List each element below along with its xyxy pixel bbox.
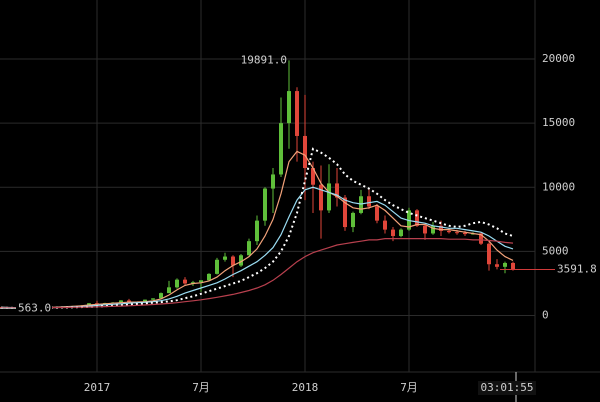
marks	[0, 60, 555, 402]
y-tick-label: 20000	[542, 52, 575, 65]
candle-body	[375, 206, 379, 221]
x-tick-label: 2018	[292, 381, 319, 394]
candle-body	[431, 225, 435, 234]
candle-body	[215, 259, 219, 274]
candle-body	[151, 298, 155, 300]
y-tick-label: 15000	[542, 116, 575, 129]
candle-body	[503, 262, 507, 267]
candle-body	[231, 256, 235, 266]
candle-body	[423, 225, 427, 234]
x-tick-label: 2017	[84, 381, 111, 394]
candle-body	[367, 196, 371, 207]
last-price-bg	[555, 262, 599, 277]
candle-body	[479, 233, 483, 244]
candle-body	[167, 287, 171, 294]
candle-body	[399, 229, 403, 237]
moving-average-line	[0, 186, 514, 309]
candle-body	[223, 256, 227, 260]
crosshair-time-bg	[478, 381, 536, 395]
candle-body	[159, 293, 163, 299]
candle-body	[263, 188, 267, 221]
y-tick-label: 10000	[542, 180, 575, 193]
crosshair-time: 03:01:55	[481, 381, 534, 394]
candle-body	[207, 273, 211, 281]
candle-body	[439, 225, 443, 231]
x-tick-label: 7月	[192, 381, 210, 394]
grid	[0, 0, 600, 373]
x-tick-label: 7月	[400, 381, 418, 394]
labels: 0 5000 10000 15000 20000 2017 7月 2018 7月 19891.0 5…	[16, 52, 599, 395]
candle-body	[327, 183, 331, 211]
min-label: 563.0	[18, 301, 51, 314]
last-price-label: 3591.8	[557, 262, 597, 275]
candle-body	[391, 229, 395, 237]
candle-body	[455, 232, 459, 234]
candle-body	[335, 183, 339, 198]
candle-body	[511, 262, 515, 270]
candle-body	[343, 197, 347, 228]
candle-body	[239, 255, 243, 266]
candle-body	[383, 220, 387, 230]
candle-body	[295, 91, 299, 136]
candle-body	[463, 232, 467, 235]
y-tick-label: 0	[542, 309, 549, 322]
candle-body	[271, 174, 275, 189]
candle-body	[255, 220, 259, 242]
candle-body	[447, 230, 451, 233]
candle-body	[175, 279, 179, 288]
moving-average-line	[0, 150, 514, 309]
candle-body	[319, 184, 323, 211]
candle-body	[119, 300, 123, 303]
moving-average-line	[1, 238, 514, 309]
candle-body	[487, 243, 491, 265]
candle-body	[279, 123, 283, 175]
y-tick-label: 5000	[542, 244, 569, 257]
candle-body	[311, 168, 315, 185]
min-label-bg	[16, 302, 52, 315]
candle-body	[351, 212, 355, 228]
candle-body	[183, 279, 187, 284]
candle-body	[191, 282, 195, 284]
candle-body	[127, 300, 131, 303]
max-label: 19891.0	[241, 53, 287, 66]
candle-body	[87, 303, 91, 306]
candle-body	[247, 241, 251, 256]
candle-body	[415, 210, 419, 226]
candle-body	[495, 264, 499, 267]
candle-body	[143, 299, 147, 302]
candle-body	[303, 135, 307, 169]
candle-body	[287, 91, 291, 124]
candle-body	[199, 280, 203, 283]
